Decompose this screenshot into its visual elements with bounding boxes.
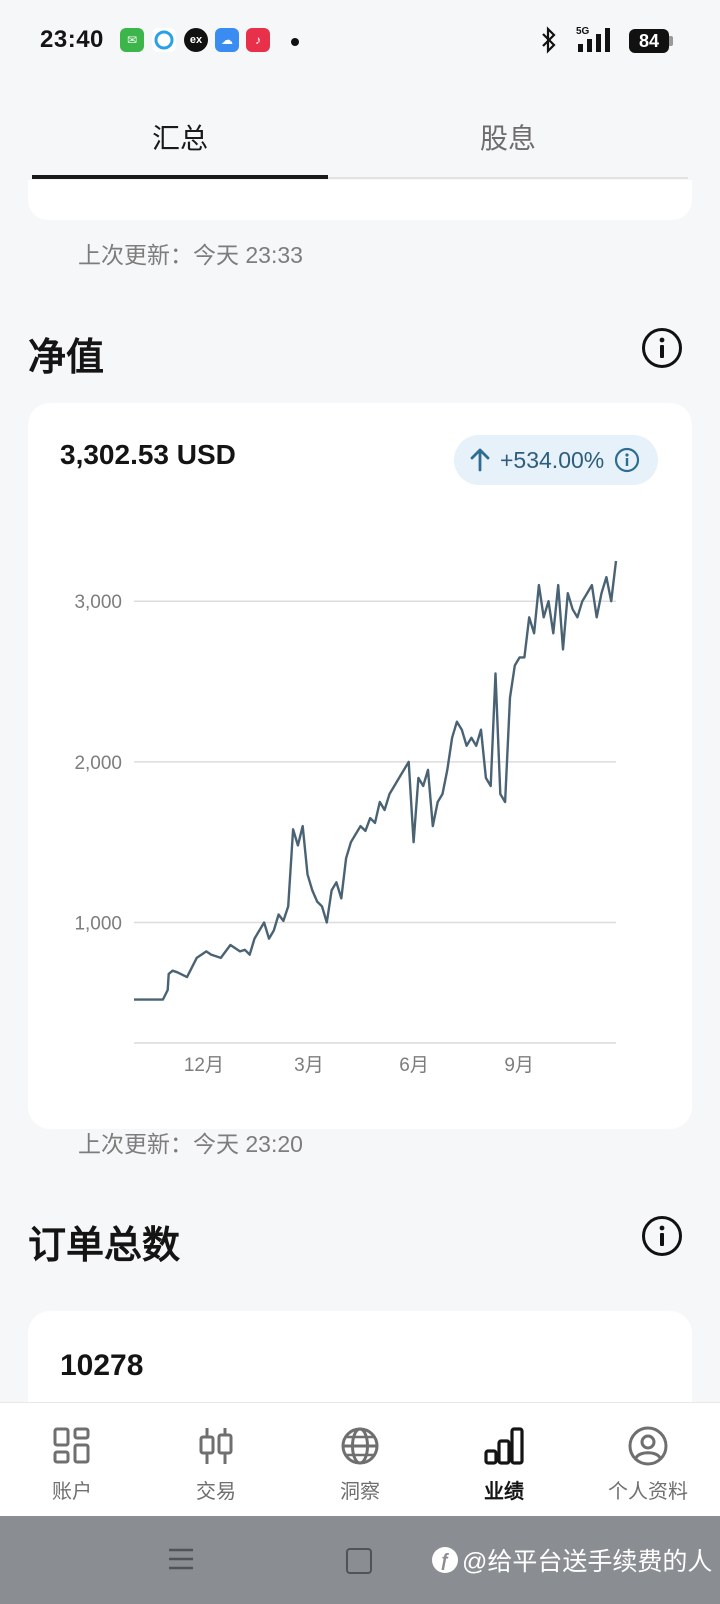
- summary-card: [28, 180, 692, 220]
- y-tick-label: 3,000: [74, 592, 122, 613]
- nav-label-insights: 洞察: [340, 1481, 380, 1503]
- home-button-icon[interactable]: [346, 1548, 372, 1574]
- summary-updated-text: 上次更新：今天 23:33: [78, 242, 303, 268]
- nav-label-account: 账户: [52, 1481, 92, 1503]
- arrow-up-icon: [470, 448, 490, 472]
- nav-item-account[interactable]: 账户: [0, 1403, 144, 1517]
- nav-label-performance: 业绩: [484, 1481, 524, 1503]
- nav-label-trade: 交易: [196, 1481, 236, 1503]
- candlestick-icon: [199, 1428, 233, 1464]
- browser-notification-icon: [152, 28, 176, 52]
- bottom-nav: 账户 交易 洞察 业绩 个人资料: [0, 1402, 720, 1517]
- net-value-updated-text: 上次更新：今天 23:20: [78, 1131, 303, 1157]
- x-tick-label: 6月: [399, 1055, 429, 1076]
- app-notification-icon: ✉: [120, 28, 144, 52]
- net-value-title: 净值: [28, 337, 105, 379]
- change-badge[interactable]: +534.00%: [454, 435, 658, 485]
- change-info-icon[interactable]: [614, 447, 640, 473]
- y-tick-label: 1,000: [74, 914, 122, 935]
- system-nav-bar: ƒ @给平台送手续费的人: [0, 1516, 720, 1604]
- y-tick-label: 2,000: [74, 753, 122, 774]
- net-value-card: 3,302.53 USD +534.00% 1,000 2,000 3,000 12…: [28, 403, 692, 1129]
- x-tick-label: 12月: [184, 1055, 224, 1076]
- net-value-amount: 3,302.53 USD: [60, 439, 236, 470]
- profile-icon: [628, 1426, 668, 1466]
- bluetooth-icon: [542, 26, 556, 54]
- battery-indicator: 84: [629, 29, 669, 53]
- orders-info-icon[interactable]: [640, 1214, 684, 1258]
- watermark: ƒ @给平台送手续费的人: [432, 1542, 712, 1578]
- orders-title: 订单总数: [28, 1225, 181, 1267]
- svg-text:5G: 5G: [576, 26, 590, 37]
- bar-chart-icon: [484, 1427, 524, 1465]
- clock: 23:40: [40, 26, 104, 53]
- tab-dividend[interactable]: 股息: [479, 123, 536, 154]
- net-value-info-icon[interactable]: [640, 326, 684, 370]
- net-value-series-line: [134, 560, 618, 1001]
- status-bar: 23:40 ✉ ex ☁ ♪ 5G 84: [0, 0, 720, 80]
- nav-label-profile: 个人资料: [608, 1481, 688, 1503]
- more-notifications-dot: [291, 38, 299, 46]
- watermark-text: @给平台送手续费的人: [462, 1548, 713, 1576]
- recents-menu-icon[interactable]: [168, 1546, 194, 1572]
- nav-item-performance[interactable]: 业绩: [432, 1403, 576, 1517]
- net-value-chart[interactable]: 1,000 2,000 3,000 12月 3月 6月 9月: [28, 403, 692, 1129]
- exchange-notification-icon: ex: [184, 28, 208, 52]
- battery-tip: [669, 36, 673, 46]
- signal-5g-icon: 5G: [576, 26, 610, 52]
- x-tick-label: 3月: [294, 1055, 324, 1076]
- music-notification-icon: ♪: [246, 28, 270, 52]
- tab-bar: 汇总 股息: [32, 95, 688, 179]
- globe-icon: [341, 1427, 379, 1465]
- tab-active-indicator: [32, 175, 328, 179]
- weibo-logo-icon: ƒ: [432, 1547, 458, 1573]
- x-tick-label: 9月: [504, 1055, 534, 1076]
- tab-summary[interactable]: 汇总: [151, 123, 208, 154]
- orders-count: 10278: [60, 1349, 144, 1382]
- nav-item-insights[interactable]: 洞察: [288, 1403, 432, 1517]
- grid-icon: [53, 1427, 90, 1464]
- tab-divider: [32, 177, 688, 179]
- nav-item-profile[interactable]: 个人资料: [576, 1403, 720, 1517]
- nav-item-trade[interactable]: 交易: [144, 1403, 288, 1517]
- change-percent: +534.00%: [500, 446, 605, 473]
- weather-notification-icon: ☁: [215, 28, 239, 52]
